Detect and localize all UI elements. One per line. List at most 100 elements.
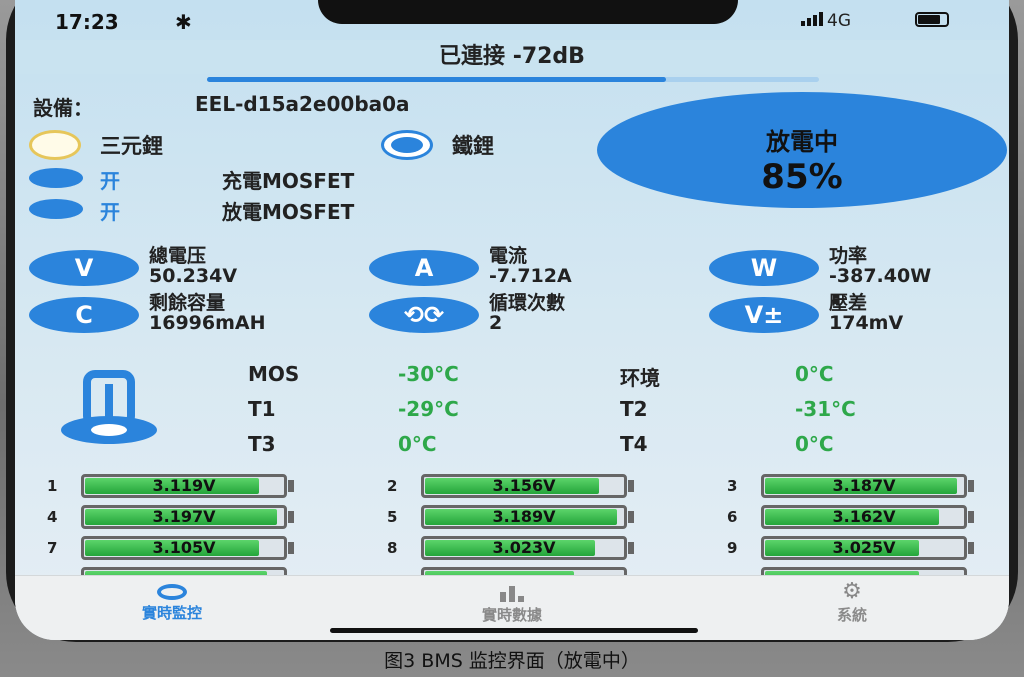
metric-badge: W bbox=[709, 250, 819, 286]
soc-indicator: 放電中 85% bbox=[597, 92, 1007, 208]
temp-value: -29°C bbox=[398, 397, 459, 421]
battery-icon: 3.197V bbox=[81, 505, 287, 529]
cell-voltage: 9 3.025V bbox=[727, 536, 974, 560]
cell-number: 8 bbox=[387, 539, 398, 557]
gear-icon: ⚙ bbox=[842, 579, 862, 604]
cell-number: 5 bbox=[387, 508, 398, 526]
metric-icon: V bbox=[74, 254, 94, 282]
temp-label: 环境 bbox=[620, 366, 660, 390]
cell-voltage: 3 3.187V bbox=[727, 474, 974, 498]
temp-value: 0°C bbox=[795, 362, 834, 386]
metric-label: 壓差 bbox=[829, 292, 868, 314]
discharge-mosfet-toggle[interactable] bbox=[29, 199, 83, 219]
cell-voltage: 1 3.119V bbox=[47, 474, 294, 498]
cell-voltage: 5 3.189V bbox=[387, 505, 634, 529]
metric-value: 2 bbox=[489, 312, 503, 334]
home-indicator bbox=[330, 628, 698, 633]
temp-value: -31°C bbox=[795, 397, 856, 421]
cell-number: 4 bbox=[47, 508, 58, 526]
metric-icon: C bbox=[75, 301, 93, 329]
cell-number: 7 bbox=[47, 539, 58, 557]
network-type: 4G bbox=[827, 11, 851, 31]
metric-badge: V± bbox=[709, 297, 819, 333]
device-id: EEL-d15a2e00ba0a bbox=[195, 92, 410, 116]
metric-label: 功率 bbox=[829, 245, 868, 267]
metric-badge: C bbox=[29, 297, 139, 333]
temp-label: MOS bbox=[248, 362, 300, 386]
notch bbox=[318, 0, 738, 24]
bluetooth-icon: ✱ bbox=[175, 10, 192, 34]
battery-icon: 3.187V bbox=[761, 474, 967, 498]
device-label: 設備： bbox=[33, 96, 93, 120]
tab-realtime-monitor[interactable]: 實時監控 bbox=[72, 576, 272, 623]
app-screen: 17:23 ✱ 4G 已連接 -72dB 設備： EEL-d15a2e00ba0… bbox=[15, 0, 1009, 640]
metric-value: -7.712A bbox=[489, 265, 572, 287]
cell-value: 3.119V bbox=[152, 476, 216, 495]
tab-bar: 實時監控 實時數據 ⚙ 系統 bbox=[15, 575, 1009, 640]
mosfet-label: 放電MOSFET bbox=[222, 200, 355, 224]
metric-label: 電流 bbox=[489, 245, 528, 267]
bar-chart-icon bbox=[412, 584, 612, 602]
radio-label: 三元鋰 bbox=[100, 134, 163, 158]
tab-label: 系統 bbox=[836, 606, 867, 624]
mosfet-label: 充電MOSFET bbox=[222, 169, 355, 193]
cell-value: 3.025V bbox=[832, 538, 896, 557]
battery-icon: 3.105V bbox=[81, 536, 287, 560]
metric-icon: A bbox=[414, 254, 434, 282]
mosfet-state: 开 bbox=[100, 200, 120, 224]
metric-value: 174mV bbox=[829, 312, 904, 334]
metric-value: 16996mAH bbox=[149, 312, 266, 334]
cycle-icon: ⟲⟳ bbox=[403, 301, 445, 329]
signal-progress bbox=[207, 77, 819, 82]
cell-voltage: 8 3.023V bbox=[387, 536, 634, 560]
metric-label: 總電压 bbox=[149, 245, 207, 267]
metric-value: 50.234V bbox=[149, 265, 238, 287]
battery-icon: 3.156V bbox=[421, 474, 627, 498]
cell-value: 3.105V bbox=[152, 538, 216, 557]
radio-ternary-lithium[interactable] bbox=[29, 130, 81, 160]
cell-voltage: 6 3.162V bbox=[727, 505, 974, 529]
tab-label: 實時監控 bbox=[141, 604, 202, 622]
temp-label: T2 bbox=[620, 397, 648, 421]
cell-number: 2 bbox=[387, 477, 398, 495]
battery-icon: 3.119V bbox=[81, 474, 287, 498]
cell-number: 6 bbox=[727, 508, 738, 526]
signal-icon bbox=[801, 12, 823, 26]
temp-label: T1 bbox=[248, 397, 276, 421]
metric-badge: V bbox=[29, 250, 139, 286]
connection-title: 已連接 -72dB bbox=[15, 40, 1009, 74]
cell-voltage: 2 3.156V bbox=[387, 474, 634, 498]
metric-badge: A bbox=[369, 250, 479, 286]
tab-realtime-data[interactable]: 實時數據 bbox=[412, 576, 612, 625]
soc-status: 放電中 bbox=[766, 128, 838, 156]
status-time: 17:23 bbox=[55, 10, 119, 34]
temp-value: 0°C bbox=[398, 432, 437, 456]
tab-system[interactable]: ⚙ 系統 bbox=[752, 576, 952, 625]
metric-label: 剩餘容量 bbox=[149, 292, 226, 314]
metric-badge: ⟲⟳ bbox=[369, 297, 479, 333]
metric-label: 循環次數 bbox=[489, 292, 566, 314]
battery-icon bbox=[915, 12, 949, 27]
cell-value: 3.023V bbox=[492, 538, 556, 557]
cell-voltage: 4 3.197V bbox=[47, 505, 294, 529]
cell-voltage: 7 3.105V bbox=[47, 536, 294, 560]
battery-icon: 3.162V bbox=[761, 505, 967, 529]
mosfet-state: 开 bbox=[100, 169, 120, 193]
cell-value: 3.162V bbox=[832, 507, 896, 526]
cell-number: 9 bbox=[727, 539, 738, 557]
cell-value: 3.189V bbox=[492, 507, 556, 526]
metric-value: -387.40W bbox=[829, 265, 932, 287]
charge-mosfet-toggle[interactable] bbox=[29, 168, 83, 188]
cell-value: 3.197V bbox=[152, 507, 216, 526]
metric-icon: V± bbox=[744, 301, 784, 329]
cell-value: 3.156V bbox=[492, 476, 556, 495]
cell-value: 3.187V bbox=[832, 476, 896, 495]
tab-label: 實時數據 bbox=[481, 606, 542, 624]
cell-number: 3 bbox=[727, 477, 738, 495]
radio-lfp[interactable] bbox=[381, 130, 433, 160]
battery-icon: 3.025V bbox=[761, 536, 967, 560]
temp-label: T3 bbox=[248, 432, 276, 456]
temp-label: T4 bbox=[620, 432, 648, 456]
radio-label: 鐵鋰 bbox=[452, 134, 494, 158]
battery-icon: 3.023V bbox=[421, 536, 627, 560]
